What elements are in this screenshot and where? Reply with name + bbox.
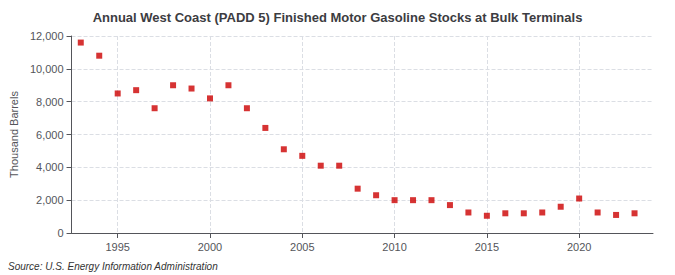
svg-text:6,000: 6,000	[36, 129, 64, 141]
svg-text:Annual West Coast (PADD 5) Fin: Annual West Coast (PADD 5) Finished Moto…	[93, 10, 583, 25]
svg-text:1995: 1995	[105, 241, 129, 253]
svg-text:2,000: 2,000	[36, 194, 64, 206]
svg-text:Source: U.S. Energy Informatio: Source: U.S. Energy Information Administ…	[8, 261, 218, 272]
svg-text:0: 0	[57, 227, 63, 239]
svg-text:8,000: 8,000	[36, 96, 64, 108]
svg-text:4,000: 4,000	[36, 161, 64, 173]
svg-text:2015: 2015	[475, 241, 499, 253]
svg-text:2005: 2005	[290, 241, 314, 253]
svg-text:2010: 2010	[382, 241, 406, 253]
svg-text:10,000: 10,000	[30, 63, 64, 75]
svg-text:2000: 2000	[198, 241, 222, 253]
svg-text:12,000: 12,000	[30, 30, 64, 42]
svg-text:2020: 2020	[567, 241, 591, 253]
svg-text:Thousand Barrels: Thousand Barrels	[8, 91, 20, 178]
